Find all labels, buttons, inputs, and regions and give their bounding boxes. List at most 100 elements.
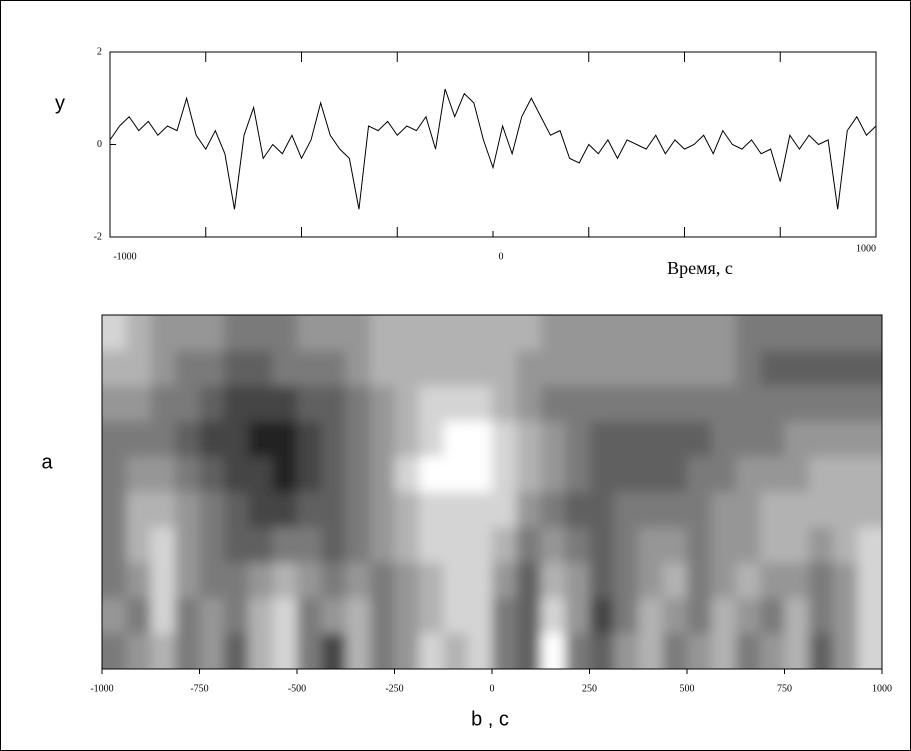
heatmap-cell — [540, 350, 566, 387]
heatmap-cell — [370, 350, 395, 387]
heatmap-cell — [467, 562, 493, 599]
heatmap-cell — [540, 598, 566, 635]
heatmap-cell — [102, 385, 127, 422]
heatmap-cell — [857, 315, 882, 351]
heatmap-cell — [589, 562, 615, 599]
heatmap-cell — [370, 598, 395, 635]
heatmap-cell — [540, 562, 566, 599]
heatmap-cell — [687, 562, 712, 599]
heatmap-cell — [467, 315, 493, 351]
heatmap-cell — [394, 350, 420, 387]
heatmap-cell — [297, 385, 322, 422]
heatmap-cell — [345, 315, 371, 351]
heatmap-cell — [833, 385, 859, 422]
x-tick-label: 1000 — [856, 243, 876, 254]
heatmap-cell — [443, 385, 469, 422]
heatmap-cell — [248, 315, 274, 351]
heatmap-cell — [516, 385, 542, 422]
heatmap-cell — [199, 562, 225, 599]
heatmap-cell — [540, 492, 566, 528]
heatmap-cell — [808, 456, 834, 493]
heatmap-cell — [248, 562, 274, 599]
heatmap-cell — [443, 527, 469, 564]
heatmap-cell — [808, 492, 834, 528]
heatmap-cell — [467, 350, 493, 387]
heatmap-cell — [126, 598, 152, 635]
heatmap-cell — [223, 633, 249, 669]
heatmap-cell — [589, 456, 615, 493]
heatmap-cell — [735, 633, 761, 669]
heatmap-cell — [102, 562, 127, 599]
heatmap-cell — [638, 562, 664, 599]
heatmap-cell — [126, 421, 152, 458]
heatmap-cell — [565, 527, 590, 564]
heatmap-cell — [297, 562, 322, 599]
heatmap-cell — [175, 421, 200, 458]
heatmap-cell — [613, 456, 639, 493]
heatmap-cell — [126, 350, 152, 387]
heatmap-cell — [784, 492, 810, 528]
heatmap-cell — [687, 456, 712, 493]
x-tick-label: 750 — [777, 683, 792, 694]
heatmap-cell — [150, 598, 176, 635]
heatmap-cell — [443, 421, 469, 458]
heatmap-cell — [175, 456, 200, 493]
heatmap-cell — [272, 598, 298, 635]
heatmap-cell — [857, 633, 882, 669]
heatmap-cell — [248, 527, 274, 564]
heatmap-cell — [833, 421, 859, 458]
heatmap-cell — [102, 527, 127, 564]
heatmap-cell — [394, 598, 420, 635]
heatmap-cell — [394, 456, 420, 493]
y-tick-label: -2 — [94, 231, 102, 242]
heatmap-cell — [589, 633, 615, 669]
heatmap-cell — [784, 315, 810, 351]
heatmap-cell — [613, 598, 639, 635]
heatmap-cell — [321, 385, 347, 422]
heatmap-cell — [735, 315, 761, 351]
heatmap-cell — [223, 315, 249, 351]
heatmap-cell — [516, 633, 542, 669]
heatmap-cell — [321, 527, 347, 564]
heatmap-cell — [687, 315, 712, 351]
heatmap-cell — [467, 527, 493, 564]
heatmap-cell — [589, 421, 615, 458]
heatmap-cell — [638, 633, 664, 669]
heatmap-cell — [321, 492, 347, 528]
heatmap-cell — [199, 527, 225, 564]
heatmap-cell — [808, 527, 834, 564]
heatmap-cell — [370, 633, 395, 669]
heatmap-cell — [126, 492, 152, 528]
heatmap-cell — [345, 456, 371, 493]
heatmap-cell — [735, 562, 761, 599]
heatmap-cell — [418, 633, 444, 669]
heatmap-cell — [613, 527, 639, 564]
heatmap-cell — [833, 527, 859, 564]
heatmap-cell — [297, 492, 322, 528]
heatmap-cell — [102, 350, 127, 387]
heatmap-cell — [150, 385, 176, 422]
heatmap-cell — [102, 598, 127, 635]
heatmap-cell — [126, 633, 152, 669]
heatmap-cell — [370, 456, 395, 493]
x-tick-label: -500 — [288, 683, 306, 694]
heatmap-cell — [760, 598, 785, 635]
heatmap-cells — [102, 315, 882, 669]
heatmap-cell — [272, 562, 298, 599]
heatmap-cell — [102, 421, 127, 458]
heatmap-cell — [345, 598, 371, 635]
heatmap-cell — [857, 421, 882, 458]
heatmap-cell — [248, 421, 274, 458]
heatmap-cell — [589, 350, 615, 387]
heatmap-cell — [248, 456, 274, 493]
heatmap-cell — [492, 456, 517, 493]
heatmap-cell — [687, 633, 712, 669]
heatmap-cell — [223, 350, 249, 387]
heatmap-cell — [613, 492, 639, 528]
heatmap-cell — [321, 350, 347, 387]
heatmap-cell — [394, 527, 420, 564]
heatmap-cell — [662, 562, 688, 599]
heatmap-cell — [638, 385, 664, 422]
heatmap-cell — [418, 421, 444, 458]
heatmap-cell — [223, 492, 249, 528]
